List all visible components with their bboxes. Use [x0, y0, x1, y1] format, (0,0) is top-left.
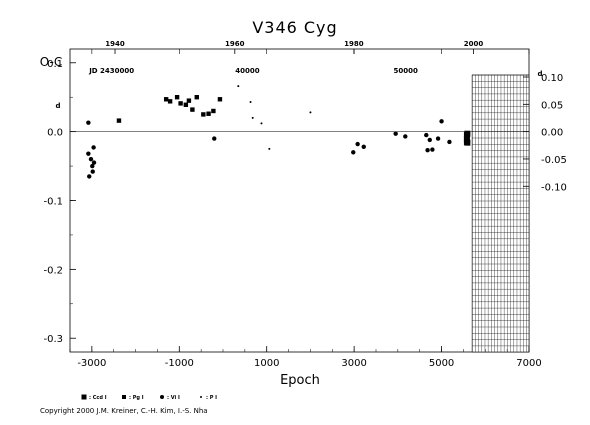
legend-marker-ccd [81, 394, 87, 400]
visual-point [86, 151, 91, 156]
plot-frame [69, 48, 530, 353]
legend-marker-photoelectric [200, 396, 202, 398]
right-y-tick-label: -0.05 [541, 155, 567, 166]
pg-point [190, 107, 195, 112]
jd-ticks: JD 2430000 40000 50000 [88, 67, 418, 75]
pg-point [183, 102, 189, 107]
pg-point [167, 99, 173, 104]
visual-point [88, 156, 94, 162]
y-axis-label: O-C [40, 55, 63, 69]
photoelectric-point [237, 85, 240, 88]
x-tick-label: 5000 [429, 358, 454, 369]
x-tick-label: 3000 [341, 358, 366, 369]
ccd-point [464, 130, 471, 137]
year-tick-label: 1940 [105, 40, 125, 48]
y-tick-label: 0.1 [47, 59, 63, 70]
visual-point [355, 141, 360, 147]
y-axis-ticks: -0.3 -0.2 -0.1 0.0 0.1 0.2 [43, 0, 76, 345]
pg-point [186, 98, 192, 103]
right-y-tick-label: 0.05 [541, 100, 563, 111]
ccd-point [463, 136, 470, 143]
photoelectric-point [260, 122, 263, 125]
legend-marker-visual [160, 395, 164, 399]
photoelectric-point [268, 147, 271, 150]
year-tick-label: 1980 [344, 40, 364, 48]
right-y-tick-label: 0.00 [541, 128, 563, 139]
visual-point [439, 119, 444, 124]
visual-point [90, 163, 95, 169]
right-y-tick-label: -0.10 [541, 182, 567, 193]
legend-label: : Vi I [167, 395, 180, 401]
year-tick-label: 1960 [225, 40, 245, 48]
visual-point [447, 139, 452, 145]
jd-tick-label: 50000 [394, 67, 418, 75]
legend-label: : Ccd I [89, 395, 107, 401]
pg-point [174, 95, 180, 100]
y-tick-label: -0.1 [43, 197, 63, 208]
visual-point [403, 134, 408, 139]
visual-point [212, 136, 217, 141]
y-axis-unit-left: d [55, 102, 60, 110]
year-tick-label: 2000 [464, 40, 484, 48]
x-tick-label: -1000 [165, 358, 194, 369]
photoelectric-point [251, 116, 254, 119]
data-points [86, 85, 471, 179]
y-tick-label: -0.2 [43, 265, 63, 276]
legend: : Ccd I : Pg I : Vi I : P I [81, 394, 217, 401]
x-tick-label: -3000 [77, 358, 106, 369]
ccd-point [464, 139, 471, 146]
visual-point [435, 136, 441, 141]
legend-marker-pg [122, 395, 126, 399]
visual-point [91, 145, 96, 150]
pg-point [194, 95, 199, 100]
visual-point [87, 174, 92, 179]
jd-tick-label: JD 2430000 [88, 67, 134, 75]
top-year-ticks: 1940 1960 1980 2000 [105, 40, 483, 54]
pg-point [217, 97, 223, 102]
photoelectric-point [309, 111, 312, 114]
pg-point [163, 97, 169, 102]
pg-point [211, 108, 216, 114]
visual-point [361, 144, 366, 149]
legend-label: : P I [206, 395, 217, 401]
pg-point [178, 101, 183, 106]
y-tick-label: 0.0 [47, 128, 63, 139]
y-axis-unit-right: d [537, 70, 542, 78]
x-axis-label: Epoch [280, 373, 320, 388]
y-tick-label: 0.2 [47, 0, 63, 1]
visual-point [86, 120, 91, 125]
visual-point [430, 147, 435, 152]
pg-point [201, 112, 206, 117]
visual-point [393, 131, 398, 136]
right-y-tick-label: 0.10 [541, 73, 563, 84]
pg-point [116, 118, 122, 123]
y-tick-label: -0.3 [43, 334, 63, 345]
visual-point [427, 137, 432, 143]
legend-label: : Pg I [129, 395, 144, 401]
copyright: Copyright 2000 J.M. Kreiner, C.-H. Kim, … [40, 407, 208, 415]
x-tick-label: 1000 [254, 358, 279, 369]
x-axis-ticks: -3000 -1000 1000 3000 5000 7000 [69, 49, 542, 369]
visual-point [424, 132, 429, 138]
x-tick-label: 7000 [516, 358, 541, 369]
future-grid [471, 74, 530, 353]
jd-tick-label: 40000 [235, 67, 259, 75]
right-y-axis-ticks: -0.10 -0.05 0.00 0.05 0.10 [523, 73, 567, 193]
visual-point [90, 169, 95, 174]
visual-point [351, 150, 356, 155]
chart-title: V346 Cyg [252, 18, 337, 37]
visual-point [91, 160, 97, 165]
photoelectric-point [249, 101, 252, 104]
pg-point [206, 111, 211, 116]
visual-point [425, 148, 430, 153]
